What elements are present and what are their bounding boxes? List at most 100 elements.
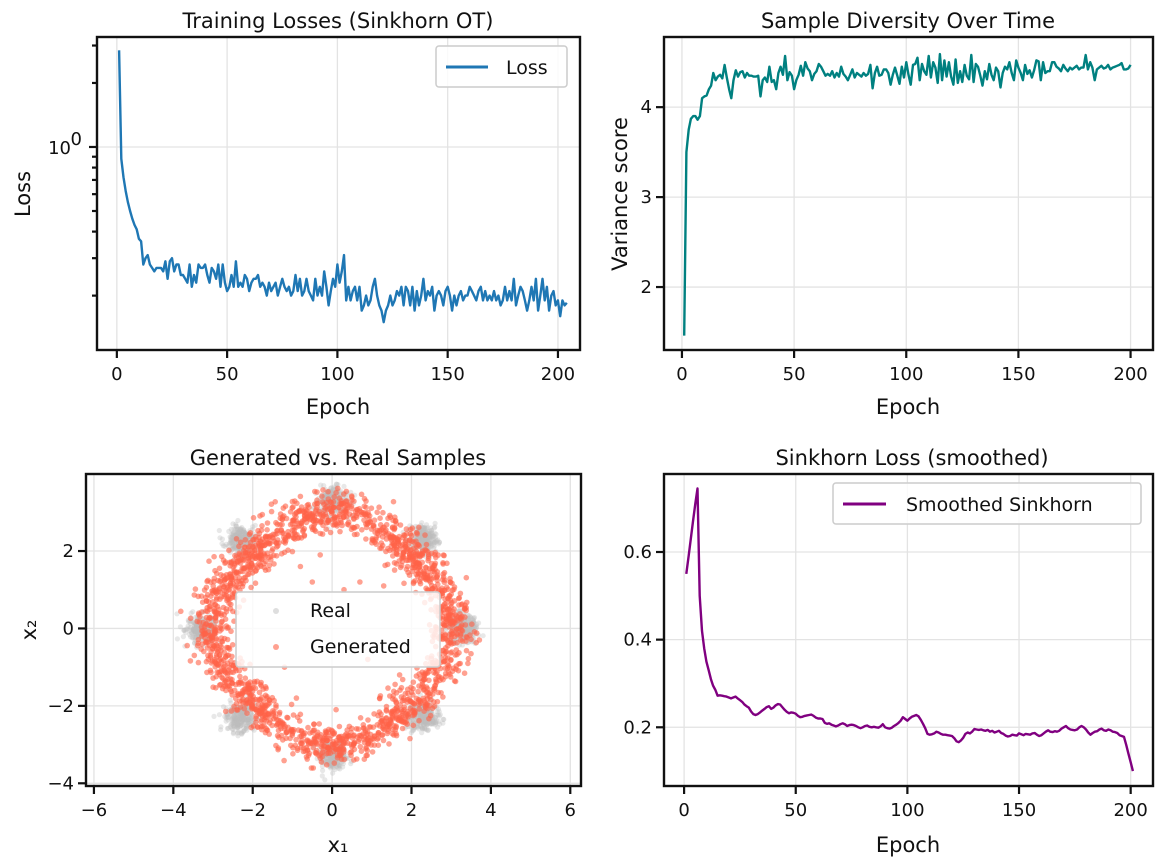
point-real — [420, 536, 426, 542]
point-real — [235, 531, 241, 537]
point-real — [238, 713, 244, 720]
point-generated — [257, 550, 264, 557]
point-real — [230, 521, 236, 527]
point-real — [244, 727, 250, 733]
point-generated — [371, 517, 378, 523]
point-generated — [397, 564, 404, 571]
point-real — [233, 718, 239, 724]
point-real — [424, 536, 430, 543]
point-generated — [365, 717, 371, 723]
series-line-variance-score — [683, 52, 1132, 336]
point-real — [323, 756, 329, 762]
point-real — [230, 717, 236, 724]
point-generated — [362, 727, 369, 733]
point-real — [238, 722, 244, 728]
point-real — [237, 714, 243, 720]
point-generated — [220, 604, 227, 611]
point-real — [328, 757, 334, 763]
point-generated — [210, 645, 216, 652]
point-real — [193, 627, 199, 633]
point-real — [190, 635, 196, 641]
point-real — [226, 541, 233, 547]
point-real — [244, 725, 250, 731]
point-generated — [383, 715, 389, 722]
y-tick-label: 2 — [641, 277, 652, 298]
point-real — [427, 721, 433, 727]
point-generated — [263, 714, 269, 721]
point-generated — [277, 720, 283, 726]
point-real — [466, 617, 472, 624]
point-real — [420, 725, 426, 731]
point-generated — [222, 560, 228, 566]
point-real — [436, 539, 442, 546]
point-real — [230, 723, 236, 729]
point-real — [191, 628, 198, 634]
point-generated — [330, 730, 336, 737]
point-real — [428, 535, 434, 541]
point-real — [422, 536, 428, 542]
point-real — [421, 725, 428, 731]
point-generated — [318, 759, 325, 765]
point-generated — [228, 658, 234, 664]
point-real — [328, 485, 335, 491]
point-generated — [218, 553, 225, 560]
point-real — [237, 723, 243, 730]
point-generated — [399, 676, 406, 683]
point-real — [337, 766, 343, 772]
point-generated — [375, 742, 382, 748]
point-generated — [350, 741, 357, 747]
point-real — [250, 524, 256, 530]
point-real — [429, 543, 435, 549]
point-real — [420, 715, 426, 721]
point-generated — [200, 619, 207, 626]
point-generated — [445, 595, 451, 601]
point-generated — [449, 627, 456, 634]
point-real — [231, 714, 237, 720]
point-generated — [214, 669, 220, 675]
point-real — [427, 528, 433, 534]
point-real — [248, 711, 254, 717]
point-real — [420, 714, 426, 720]
point-generated — [178, 608, 184, 615]
point-real — [237, 530, 243, 537]
x-tick-label: 0 — [326, 800, 337, 821]
point-generated — [430, 585, 436, 592]
point-generated — [213, 673, 219, 680]
point-real — [241, 716, 247, 722]
point-real — [191, 627, 197, 633]
point-real — [424, 721, 430, 728]
point-generated — [400, 551, 406, 557]
point-real — [234, 715, 240, 721]
point-real — [190, 609, 196, 615]
point-generated — [287, 735, 293, 742]
point-real — [245, 716, 251, 722]
point-real — [191, 628, 197, 635]
point-real — [419, 536, 425, 542]
point-real — [431, 545, 437, 552]
x-axis-label: Epoch — [876, 395, 940, 419]
point-generated — [276, 540, 282, 546]
point-real — [474, 624, 480, 630]
point-generated — [331, 516, 338, 523]
point-generated — [441, 623, 448, 629]
point-generated — [333, 706, 339, 713]
point-generated — [325, 519, 331, 526]
point-generated — [378, 540, 385, 546]
point-generated — [405, 569, 411, 576]
point-real — [228, 526, 234, 532]
point-real — [419, 713, 425, 719]
point-real — [239, 710, 245, 716]
point-generated — [248, 724, 254, 731]
point-real — [318, 482, 324, 488]
y-tick-label: 2 — [63, 541, 74, 562]
point-real — [188, 624, 194, 631]
point-real — [330, 754, 336, 760]
point-real — [421, 526, 427, 532]
point-real — [417, 535, 423, 541]
point-real — [423, 720, 429, 726]
point-real — [434, 538, 440, 544]
point-real — [421, 722, 427, 728]
point-real — [194, 629, 200, 635]
point-real — [429, 530, 435, 536]
